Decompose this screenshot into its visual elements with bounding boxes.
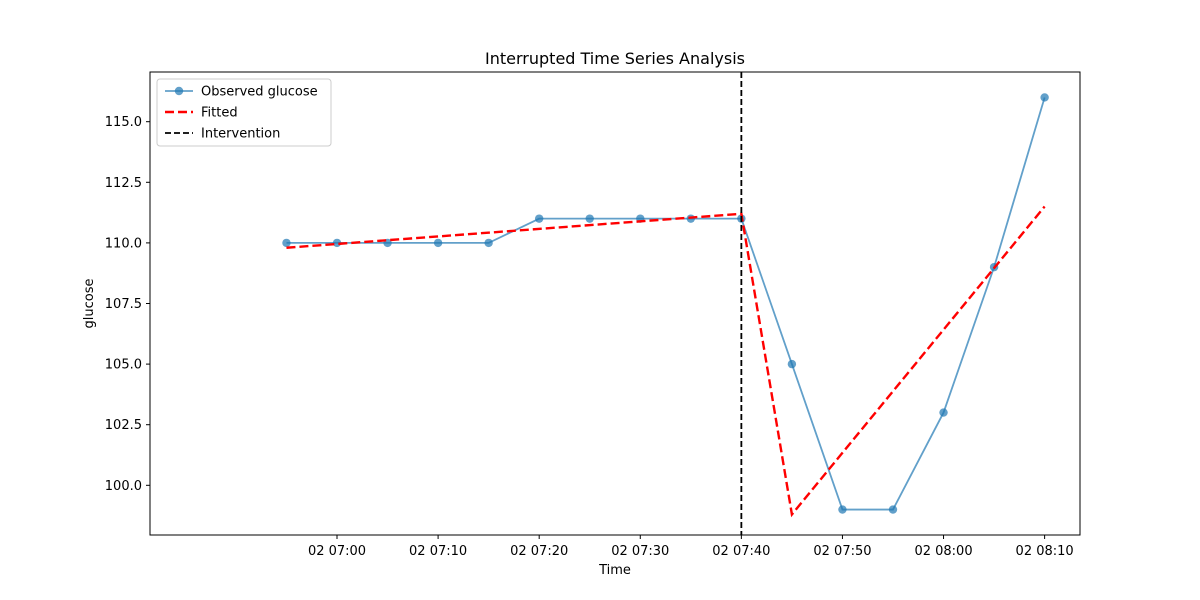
x-tick-label: 02 07:20 bbox=[510, 544, 568, 559]
legend-label: Observed glucose bbox=[201, 85, 318, 100]
y-axis: 100.0 102.5 105.0 107.5 110.0 112.5 115.0 bbox=[105, 115, 150, 494]
observed-glucose-point bbox=[1040, 93, 1049, 102]
chart-title: Interrupted Time Series Analysis bbox=[485, 49, 745, 68]
legend: Observed glucose Fitted Intervention bbox=[156, 78, 332, 147]
x-tick-label: 02 07:10 bbox=[409, 544, 467, 559]
observed-glucose-point bbox=[888, 505, 898, 514]
x-tick-label: 02 08:00 bbox=[914, 544, 972, 559]
x-tick-label: 02 08:10 bbox=[1016, 544, 1074, 559]
legend-label: Intervention bbox=[201, 127, 280, 142]
legend-marker-observed bbox=[174, 86, 184, 96]
fitted-line bbox=[286, 205, 1046, 518]
observed-glucose-point bbox=[484, 238, 493, 248]
observed-glucose-point bbox=[838, 505, 847, 514]
x-tick-label: 02 07:40 bbox=[712, 544, 770, 559]
x-axis-label: Time bbox=[598, 563, 631, 578]
observed-glucose-point bbox=[282, 238, 291, 248]
x-axis: 02 07:00 02 07:10 02 07:20 02 07:30 02 07:40… bbox=[308, 535, 1074, 559]
observed-glucose-point bbox=[939, 408, 948, 417]
x-tick-label: 02 07:30 bbox=[611, 544, 669, 559]
observed-glucose-point bbox=[787, 359, 797, 369]
y-tick-label: 115.0 bbox=[105, 115, 142, 130]
y-tick-label: 112.5 bbox=[105, 176, 142, 191]
observed-glucose-line bbox=[286, 97, 1046, 511]
y-tick-label: 102.5 bbox=[105, 418, 142, 433]
y-tick-label: 100.0 bbox=[105, 479, 142, 494]
observed-glucose-point bbox=[585, 214, 594, 223]
y-tick-label: 105.0 bbox=[105, 358, 142, 373]
x-tick-label: 02 07:00 bbox=[308, 544, 366, 559]
legend-label: Fitted bbox=[201, 106, 238, 121]
y-tick-label: 110.0 bbox=[105, 236, 142, 251]
observed-glucose-point bbox=[534, 214, 544, 223]
legend-box bbox=[156, 78, 332, 147]
y-tick-label: 107.5 bbox=[105, 297, 142, 312]
y-axis-label: glucose bbox=[82, 279, 97, 329]
x-tick-label: 02 07:50 bbox=[813, 544, 871, 559]
observed-glucose-point bbox=[433, 238, 443, 248]
plot-area bbox=[282, 72, 1049, 535]
